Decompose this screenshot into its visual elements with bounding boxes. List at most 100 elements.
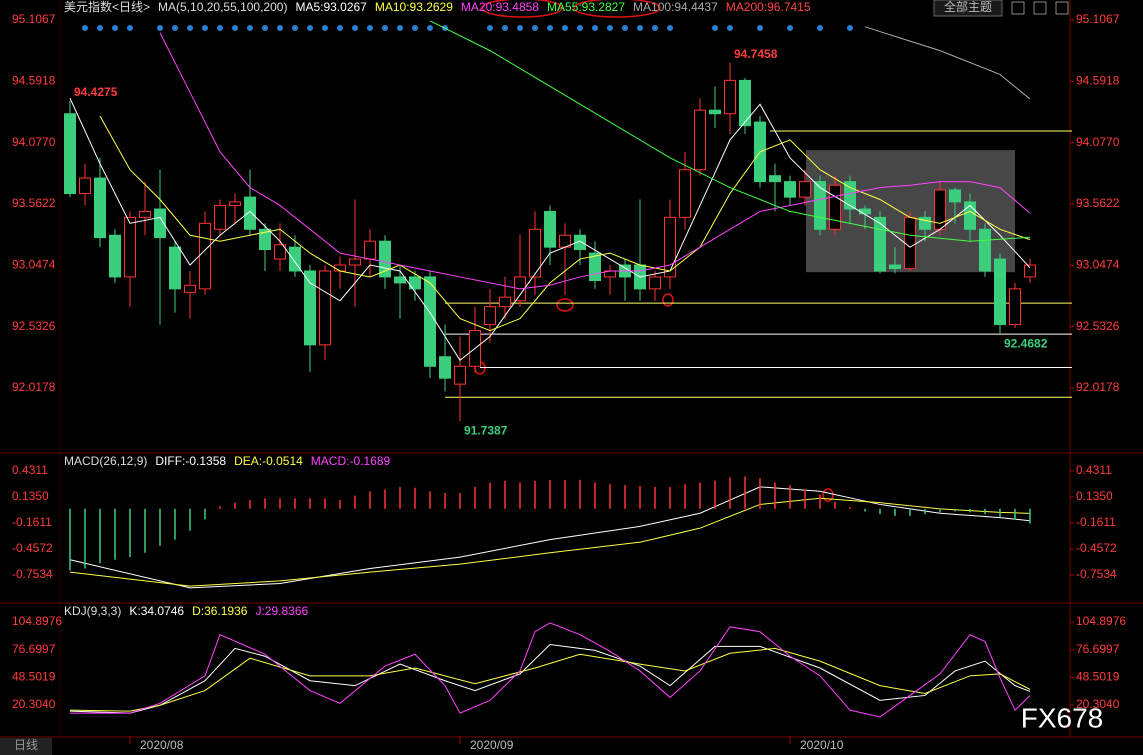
signal-dot: [262, 25, 268, 31]
macd-bar: [594, 482, 596, 509]
candle-body: [334, 264, 346, 272]
signal-dot: [382, 25, 388, 31]
header-label: DEA:-0.0514: [234, 454, 303, 468]
candle-body: [139, 210, 151, 218]
y-tick-label: 93.0474: [1076, 258, 1120, 272]
candle-body: [529, 228, 541, 278]
highlight-ellipse: [556, 298, 574, 312]
macd-bar: [399, 486, 401, 509]
candle-body: [904, 216, 916, 270]
period-tab[interactable]: [0, 738, 52, 755]
header-label: MA5:93.0267: [295, 0, 367, 14]
macd-bar: [999, 508, 1001, 517]
candle-body: [1009, 288, 1021, 326]
y-tick-label: 94.0770: [1076, 135, 1120, 149]
macd-bar: [984, 508, 986, 515]
signal-dot: [787, 25, 793, 31]
signal-dot: [97, 25, 103, 31]
signal-dot: [577, 25, 583, 31]
macd-bar: [414, 487, 416, 509]
candle-body: [664, 216, 676, 278]
macd-bar: [444, 493, 446, 509]
y-tick-label: -0.7534: [1076, 567, 1117, 581]
period-tab-label[interactable]: 日线: [14, 738, 38, 752]
y-tick-label: 94.5918: [12, 74, 56, 88]
signal-dot: [817, 25, 823, 31]
y-tick-label: -0.7534: [12, 567, 53, 581]
candle-body: [784, 181, 796, 198]
macd-bar: [579, 479, 581, 509]
macd-bar: [219, 506, 221, 509]
watermark: FX678: [1021, 702, 1104, 733]
candle-body: [769, 175, 781, 183]
signal-dot: [187, 25, 193, 31]
toolbar-icon[interactable]: [1055, 1, 1069, 15]
candle-body: [274, 244, 286, 260]
signal-dot: [127, 25, 133, 31]
macd-bar: [339, 500, 341, 509]
candle-body: [889, 264, 901, 270]
signal-dot: [427, 25, 433, 31]
candle-body: [799, 181, 811, 198]
signal-dot: [727, 25, 733, 31]
signal-dot: [487, 25, 493, 31]
y-tick-label: 94.5918: [1076, 74, 1120, 88]
header-label: MACD(26,12,9): [64, 454, 147, 468]
header-label: K:34.0746: [129, 604, 184, 618]
candle-body: [994, 258, 1006, 326]
macd-bar: [879, 508, 881, 515]
signal-dot: [637, 25, 643, 31]
signal-dot: [712, 25, 718, 31]
toolbar-icon[interactable]: [1033, 1, 1047, 15]
candle-body: [109, 234, 121, 278]
top-button[interactable]: 全部主题: [933, 0, 1003, 17]
y-tick-label: -0.1611: [1076, 515, 1116, 529]
candle-body: [739, 79, 751, 127]
toolbar-icon[interactable]: [1011, 1, 1025, 15]
macd-bar: [384, 489, 386, 509]
candle-body: [304, 270, 316, 346]
macd-bar: [519, 482, 521, 509]
macd-bar: [939, 508, 941, 513]
macd-bar: [714, 480, 716, 509]
candle-body: [484, 306, 496, 326]
signal-dot: [172, 25, 178, 31]
button-label[interactable]: 全部主题: [944, 0, 992, 14]
candle-body: [154, 208, 166, 239]
indicator-line: [69, 643, 1031, 714]
candle-body: [649, 276, 661, 290]
candle-body: [874, 216, 886, 272]
signal-dot: [322, 25, 328, 31]
macd-bar: [429, 491, 431, 509]
macd-bar: [504, 480, 506, 509]
macd-bar: [369, 491, 371, 509]
signal-dot: [667, 25, 673, 31]
header-label: MACD:-0.1689: [311, 454, 391, 468]
x-tick-label: 2020/09: [470, 738, 514, 752]
signal-dot: [307, 25, 313, 31]
y-tick-label: 20.3040: [1076, 697, 1120, 711]
header-label: MA100:94.4437: [633, 0, 718, 14]
candle-body: [574, 234, 586, 251]
highlight-ellipse: [573, 0, 661, 18]
signal-dot: [607, 25, 613, 31]
macd-bar: [144, 508, 146, 553]
extreme-label: 91.7387: [464, 423, 508, 437]
macd-bar: [309, 498, 311, 509]
y-tick-label: 92.5326: [1076, 319, 1120, 333]
button-frame[interactable]: [933, 0, 1003, 17]
header-label: MA20:93.4858: [461, 0, 539, 14]
macd-bar: [69, 508, 71, 571]
y-tick-label: 95.1067: [1076, 12, 1120, 26]
macd-bar: [474, 486, 476, 509]
candle-body: [859, 208, 871, 215]
signal-dot: [202, 25, 208, 31]
candle-body: [394, 276, 406, 284]
indicator-line: [69, 486, 1031, 589]
macd-bar: [564, 479, 566, 509]
candle-body: [814, 181, 826, 230]
macd-bar: [849, 507, 851, 509]
candle-body: [964, 201, 976, 230]
